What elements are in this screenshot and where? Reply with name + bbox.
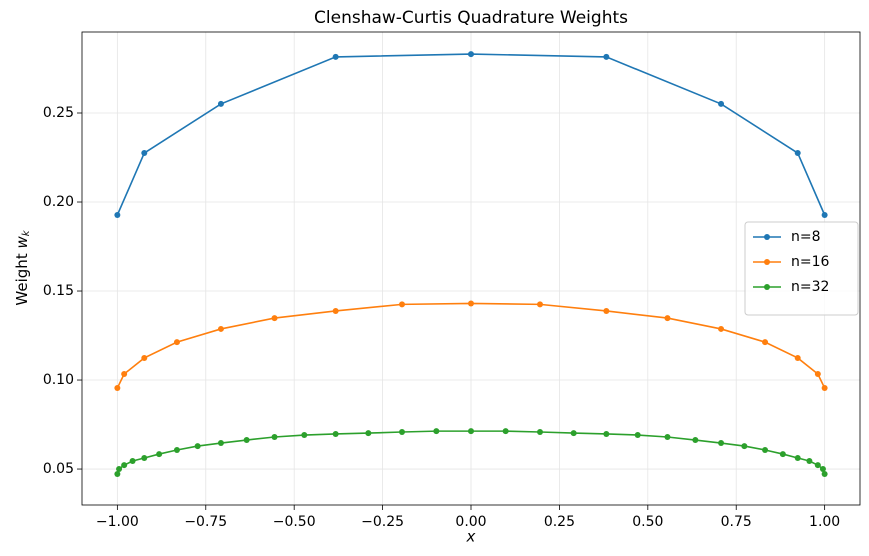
point — [217, 325, 224, 332]
point — [173, 339, 180, 346]
point — [794, 150, 801, 157]
legend-marker — [764, 234, 770, 240]
point — [121, 462, 128, 469]
point — [536, 429, 543, 436]
point — [718, 440, 725, 447]
x-tick-label: −0.50 — [273, 514, 316, 530]
point — [141, 150, 148, 157]
x-tick-label: 0.25 — [544, 514, 575, 530]
point — [433, 428, 440, 435]
point — [603, 53, 610, 60]
point — [814, 370, 821, 377]
x-tick-label: 1.00 — [809, 514, 840, 530]
y-label-var: w — [13, 236, 31, 249]
point — [243, 437, 250, 444]
point — [271, 315, 278, 322]
y-tick-label: 0.20 — [43, 194, 74, 210]
legend-marker — [764, 259, 770, 265]
y-tick-label: 0.10 — [43, 372, 74, 388]
point — [141, 455, 148, 462]
point — [173, 446, 180, 453]
point — [821, 385, 828, 392]
legend-label: n=8 — [791, 229, 821, 245]
legend-label: n=16 — [791, 254, 830, 270]
point — [634, 432, 641, 439]
point — [819, 466, 826, 473]
y-label-text: Weight — [13, 253, 31, 305]
x-tick-label: 0.75 — [721, 514, 752, 530]
point — [399, 301, 406, 308]
point — [114, 385, 121, 392]
point — [332, 53, 339, 60]
x-tick-label: 0.00 — [455, 514, 486, 530]
legend-box — [744, 221, 859, 316]
point — [156, 451, 163, 458]
y-label-sub: k — [21, 229, 32, 236]
point — [603, 430, 610, 437]
point — [741, 443, 748, 450]
point — [116, 466, 123, 473]
point — [194, 443, 201, 450]
point — [399, 429, 406, 436]
legend-marker — [764, 284, 770, 290]
point — [821, 212, 828, 219]
point — [570, 430, 577, 437]
point — [129, 458, 136, 465]
point — [468, 51, 474, 58]
point — [365, 430, 372, 437]
y-axis-label: Weight wk — [13, 229, 33, 305]
point — [271, 433, 278, 440]
point — [114, 471, 121, 478]
point — [141, 354, 148, 361]
point — [217, 100, 224, 107]
point — [114, 212, 121, 219]
point — [762, 339, 769, 346]
point — [692, 437, 699, 444]
point — [217, 440, 224, 447]
point — [502, 428, 509, 435]
point — [718, 100, 725, 107]
point — [468, 300, 474, 307]
point — [794, 354, 801, 361]
x-tick-label: 0.50 — [632, 514, 663, 530]
point — [332, 430, 339, 437]
x-axis-label: x — [466, 528, 476, 546]
point — [814, 462, 821, 469]
y-tick-label: 0.15 — [43, 283, 74, 299]
chart-title: Clenshaw-Curtis Quadrature Weights — [314, 8, 628, 28]
point — [332, 307, 339, 314]
point — [536, 301, 543, 308]
point — [603, 307, 610, 314]
x-tick-label: −0.75 — [184, 514, 227, 530]
point — [762, 446, 769, 453]
point — [806, 458, 813, 465]
point — [468, 428, 474, 435]
legend-label: n=32 — [791, 279, 829, 295]
point — [301, 432, 308, 439]
y-tick-label: 0.25 — [43, 105, 74, 121]
point — [718, 325, 725, 332]
point — [779, 451, 786, 458]
plot-frame — [81, 31, 861, 506]
point — [664, 315, 671, 322]
point — [121, 370, 128, 377]
x-tick-label: −1.00 — [96, 514, 139, 530]
point — [664, 433, 671, 440]
point — [794, 455, 801, 462]
y-tick-label: 0.05 — [43, 461, 74, 477]
x-tick-label: −0.25 — [361, 514, 404, 530]
point — [821, 471, 828, 478]
